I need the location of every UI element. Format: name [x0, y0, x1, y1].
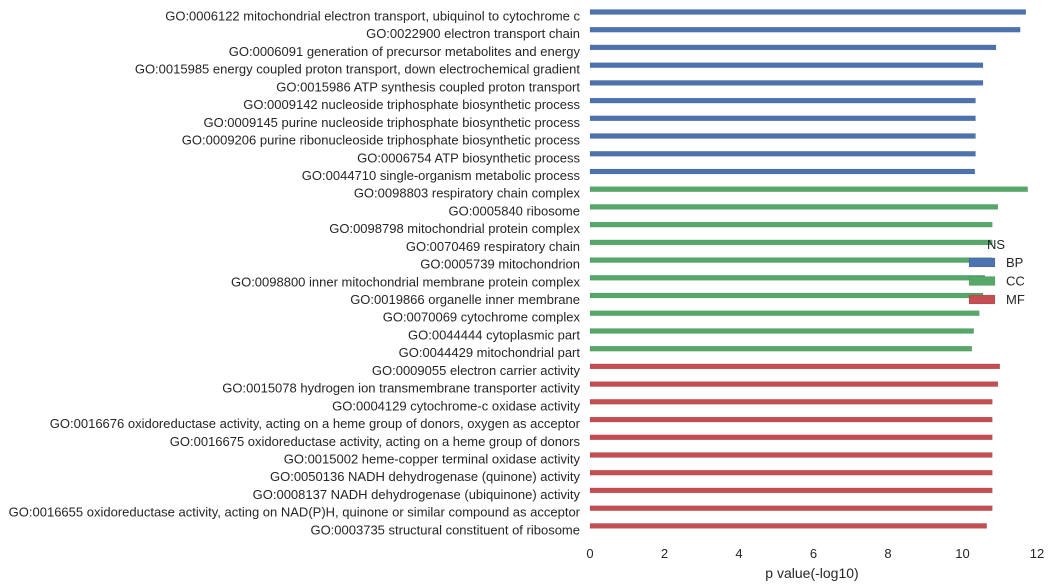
category-label: GO:0004129 cytochrome-c oxidase activity [332, 398, 580, 413]
category-label: GO:0016675 oxidoreductase activity, acti… [170, 434, 581, 449]
bar-cc [589, 345, 973, 352]
category-label: GO:0008137 NADH dehydrogenase (ubiquinon… [253, 487, 581, 502]
category-label: GO:0050136 NADH dehydrogenase (quinone) … [270, 469, 581, 484]
bar-mf [589, 434, 993, 441]
bar-cc [589, 292, 984, 299]
bar-cc [589, 239, 993, 246]
category-labels-group: GO:0006122 mitochondrial electron transp… [9, 9, 581, 538]
bar-cc [589, 310, 980, 316]
category-label: GO:0006754 ATP biosynthetic process [357, 150, 580, 165]
bar-cc [589, 328, 974, 334]
bar-bp [589, 151, 976, 157]
category-label: GO:0044429 mitochondrial part [399, 345, 581, 360]
x-tick-labels-group: 0 2 4 6 8 10 12 [586, 546, 1044, 561]
bar-mf [589, 381, 999, 387]
x-tick-label: 12 [1030, 546, 1044, 561]
category-label: GO:0003735 structural constituent of rib… [310, 522, 580, 537]
x-tick-label: 10 [955, 546, 969, 561]
bar-bp [589, 133, 976, 139]
category-label: GO:0009145 purine nucleoside triphosphat… [203, 115, 580, 130]
bar-bp [589, 115, 976, 122]
legend-label: BP [1006, 255, 1023, 270]
bar-bp [589, 80, 984, 86]
category-label: GO:0016676 oxidoreductase activity, acti… [50, 416, 581, 431]
x-tick-label: 8 [884, 546, 891, 561]
legend-swatch-bp [968, 257, 996, 268]
category-label: GO:0016655 oxidoreductase activity, acti… [9, 505, 581, 520]
bar-cc [589, 186, 1028, 192]
bar-bp [589, 97, 976, 104]
category-label: GO:0009055 electron carrier activity [372, 363, 581, 378]
bar-bp [589, 168, 976, 175]
category-label: GO:0006091 generation of precursor metab… [229, 44, 581, 59]
category-label: GO:0019866 organelle inner membrane [350, 292, 580, 307]
category-label: GO:0044710 single-organism metabolic pro… [302, 168, 581, 183]
x-tick-label: 4 [735, 546, 742, 561]
x-tick-label: 0 [586, 546, 593, 561]
category-label: GO:0070469 respiratory chain [406, 239, 580, 254]
category-label: GO:0005840 ribosome [448, 203, 580, 218]
x-tick-label: 2 [661, 546, 668, 561]
bar-bp [589, 9, 1027, 15]
legend: NS BP CC MF [968, 237, 1025, 307]
legend-swatch-mf [968, 294, 996, 305]
legend-entries: BP CC MF [968, 255, 1025, 307]
category-label: GO:0098798 mitochondrial protein complex [329, 221, 580, 236]
category-label: GO:0005739 mitochondrion [420, 257, 580, 272]
bar-mf [589, 487, 993, 494]
bar-mf [589, 416, 993, 423]
bar-mf [589, 469, 993, 476]
category-label: GO:0009142 nucleoside triphosphate biosy… [243, 97, 580, 112]
bar-bp [589, 44, 997, 51]
bar-mf [589, 523, 987, 529]
bar-mf [589, 452, 993, 458]
legend-swatch-cc [968, 276, 996, 286]
bar-bp [589, 26, 1021, 33]
bar-mf [589, 505, 993, 511]
bar-mf [589, 363, 1001, 370]
category-label: GO:0044444 cytoplasmic part [408, 328, 580, 343]
category-label: GO:0098800 inner mitochondrial membrane … [231, 274, 581, 289]
category-label: GO:0015985 energy coupled proton transpo… [135, 62, 581, 77]
bars-group [589, 9, 1028, 529]
category-label: GO:0015078 hydrogen ion transmembrane tr… [222, 381, 580, 396]
category-label: GO:0009206 purine ribonucleoside triphos… [182, 133, 581, 148]
category-label: GO:0015986 ATP synthesis coupled proton … [276, 79, 580, 94]
bar-bp [589, 62, 984, 68]
bar-cc [589, 275, 986, 281]
bar-cc [589, 221, 993, 228]
x-axis-label: p value(-log10) [765, 565, 858, 581]
legend-label: CC [1006, 274, 1025, 289]
category-label: GO:0098803 respiratory chain complex [354, 186, 581, 201]
category-label: GO:0006122 mitochondrial electron transp… [165, 9, 580, 24]
legend-label: MF [1006, 292, 1025, 307]
bar-cc [589, 257, 993, 263]
category-label: GO:0070069 cytochrome complex [383, 310, 581, 325]
bar-mf [589, 399, 993, 405]
x-tick-label: 6 [810, 546, 817, 561]
bar-cc [589, 204, 999, 210]
legend-title: NS [987, 237, 1005, 252]
category-label: GO:0015002 heme-copper terminal oxidase … [284, 452, 581, 467]
category-label: GO:0022900 electron transport chain [366, 26, 580, 41]
